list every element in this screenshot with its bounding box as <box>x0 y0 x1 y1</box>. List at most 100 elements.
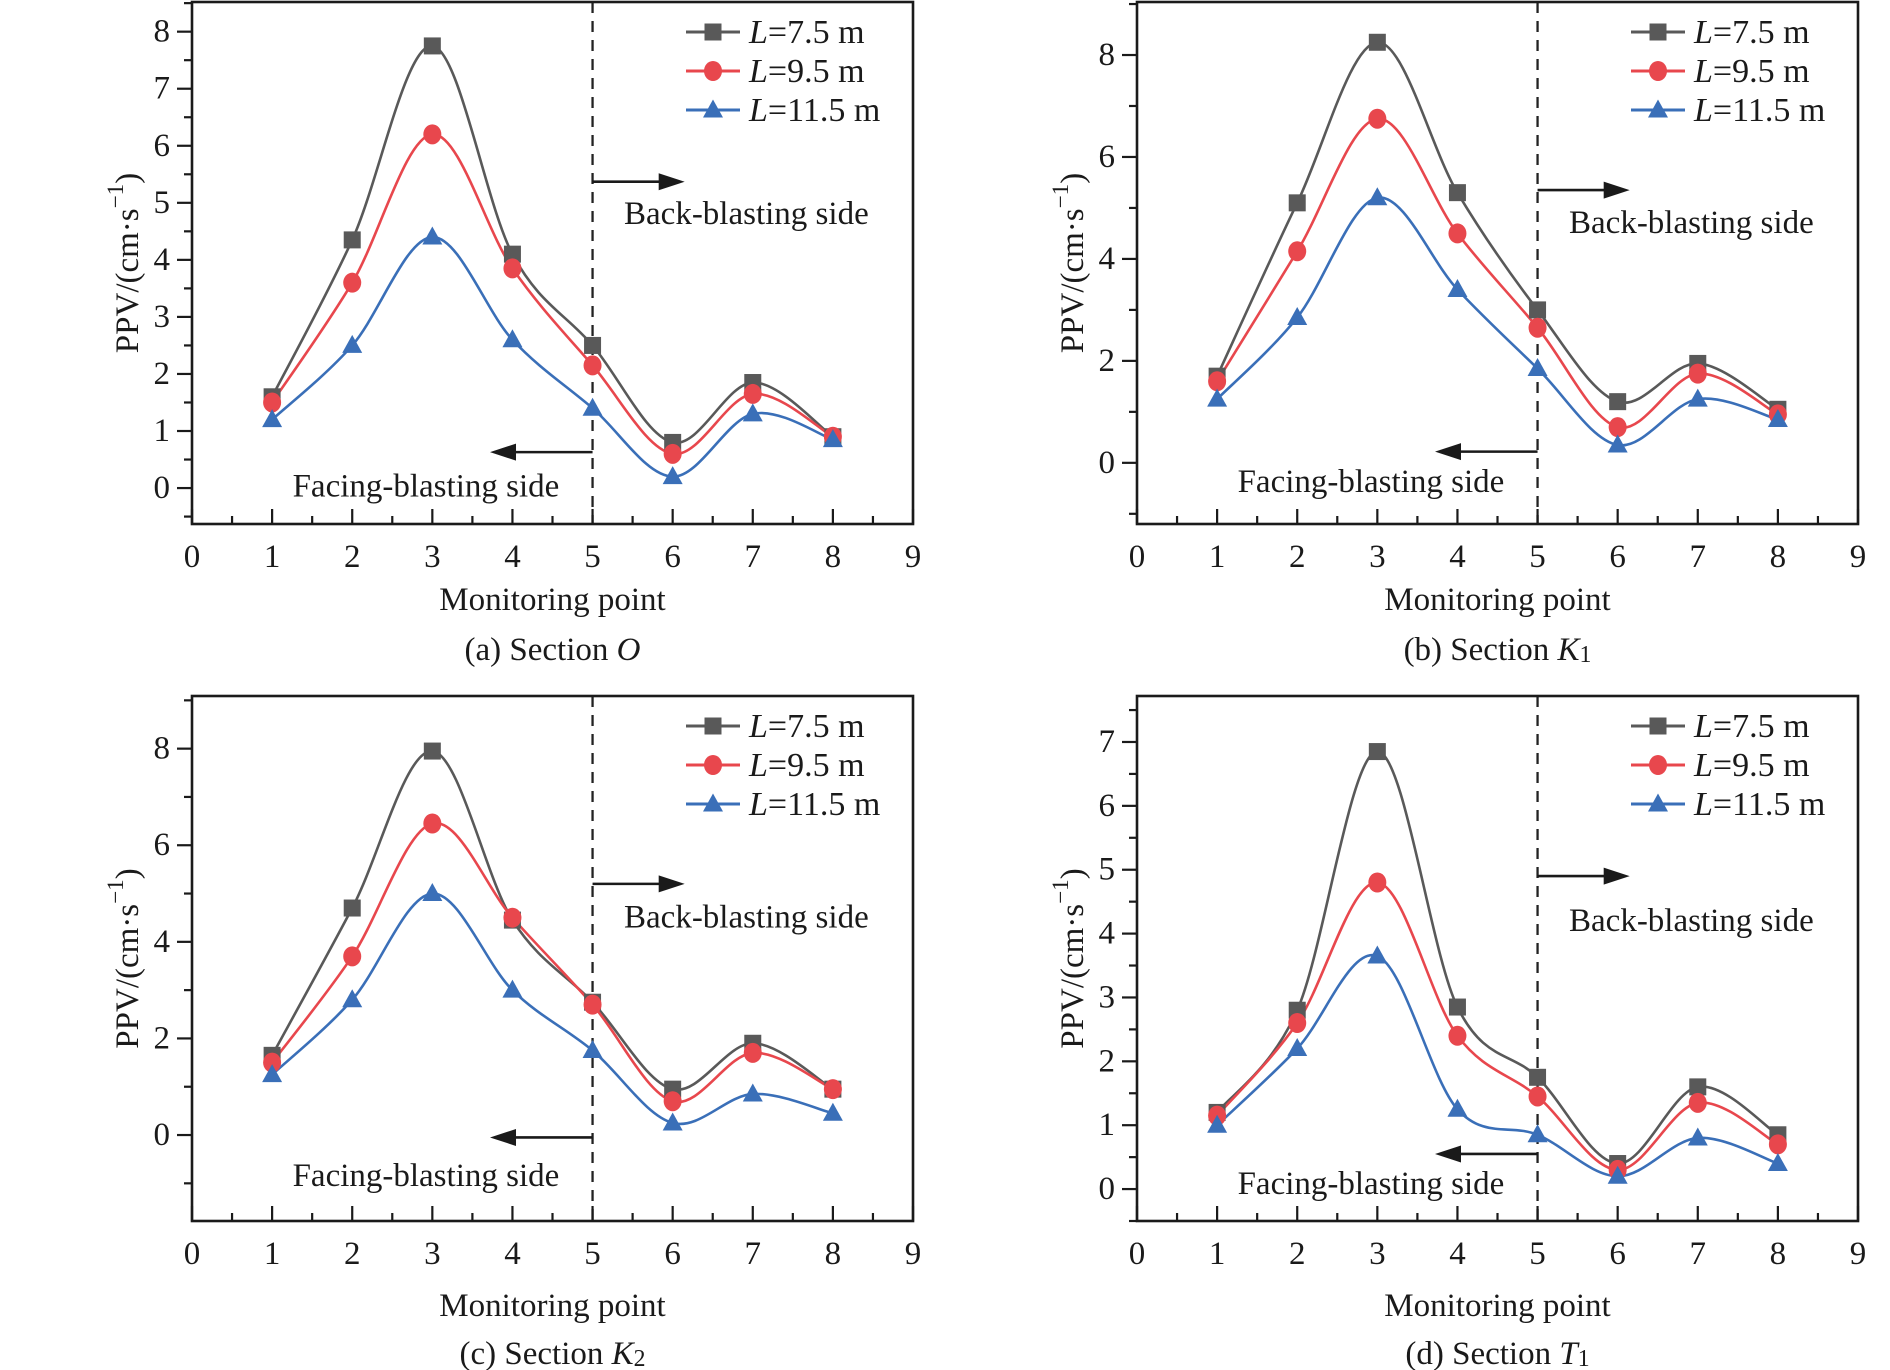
point-triangle-x1 <box>262 409 283 428</box>
y-tick-label: 6 <box>1099 788 1116 824</box>
x-tick-label: 4 <box>1449 1236 1466 1272</box>
point-triangle-x5 <box>582 397 603 416</box>
point-circle-x4 <box>1448 1025 1467 1046</box>
point-triangle-x6 <box>662 466 683 485</box>
point-triangle-x7 <box>742 403 763 422</box>
legend-marker-triangle <box>703 793 723 812</box>
x-tick-label: 1 <box>264 539 281 575</box>
point-triangle-x1 <box>1207 1114 1228 1133</box>
point-square-x5 <box>584 336 602 354</box>
point-circle-x3 <box>423 124 442 145</box>
legend-label: L=9.5 m <box>1693 747 1810 784</box>
point-triangle-x1 <box>1207 388 1228 407</box>
point-triangle-x3 <box>422 226 443 245</box>
panel-section-k2: Back-blasting side Facing-blasting side 0 1… <box>0 680 945 1370</box>
y-axis: 0 2 4 6 8 <box>154 699 192 1185</box>
y-axis-title: PPV/(cm·s−1) <box>1047 868 1091 1048</box>
panel-caption: (b) Section K1 <box>1404 632 1592 668</box>
point-triangle-x5 <box>1527 358 1548 377</box>
point-square-x3 <box>1368 33 1386 51</box>
x-tick-label: 8 <box>1770 1236 1787 1272</box>
y-tick-label: 2 <box>154 1020 171 1056</box>
line-triangle <box>1216 196 1779 447</box>
x-tick-label: 3 <box>1369 1236 1386 1272</box>
legend-label: L=11.5 m <box>748 92 880 129</box>
point-circle-x7 <box>743 383 762 404</box>
point-triangle-x5 <box>1527 1124 1548 1143</box>
point-circle-x1 <box>263 392 282 413</box>
point-triangle-x4 <box>502 979 523 998</box>
point-circle-x7 <box>1688 363 1707 384</box>
x-tick-label: 9 <box>905 539 922 575</box>
y-axis: 0 1 2 3 4 5 6 7 <box>1099 708 1137 1223</box>
point-triangle-x3 <box>1367 187 1388 206</box>
y-tick-label: 3 <box>154 299 171 335</box>
x-axis: 0 1 2 3 4 5 6 7 8 9 <box>184 509 922 575</box>
x-tick-label: 0 <box>1129 1236 1146 1272</box>
point-circle-x2 <box>1288 1013 1307 1034</box>
y-tick-label: 0 <box>154 470 171 506</box>
point-circle-x6 <box>1608 417 1627 438</box>
x-tick-label: 7 <box>745 539 762 575</box>
x-tick-label: 9 <box>905 1236 922 1272</box>
y-tick-label: 3 <box>1099 979 1116 1015</box>
x-tick-label: 7 <box>1690 1236 1707 1272</box>
x-tick-label: 1 <box>1209 1236 1226 1272</box>
legend-marker-triangle <box>703 99 723 118</box>
legend-marker-circle <box>1649 61 1667 81</box>
panel-caption: (c) Section K2 <box>460 1336 646 1370</box>
point-triangle-x4 <box>502 329 523 348</box>
point-triangle-x7 <box>1687 1127 1708 1146</box>
point-square-x5 <box>1529 1068 1547 1086</box>
back-side-arrow-head <box>1603 867 1630 885</box>
point-circle-x4 <box>503 258 522 279</box>
x-tick-label: 3 <box>424 1236 441 1272</box>
point-circle-x5 <box>1528 1086 1547 1107</box>
point-circle-x2 <box>343 946 362 967</box>
legend-label: L=9.5 m <box>748 747 865 784</box>
line-triangle <box>1216 953 1779 1178</box>
x-tick-label: 4 <box>504 539 521 575</box>
legend: L=7.5 mL=9.5 mL=11.5 m <box>1631 708 1825 823</box>
legend-marker-triangle <box>1648 793 1668 812</box>
point-triangle-x6 <box>1607 1165 1628 1184</box>
x-tick-label: 2 <box>1289 539 1306 575</box>
line-circle <box>271 822 834 1104</box>
y-tick-label: 7 <box>1099 724 1116 760</box>
y-axis: 0 2 4 6 8 <box>1099 2 1137 515</box>
x-tick-label: 5 <box>584 539 601 575</box>
point-triangle-x7 <box>742 1083 763 1102</box>
x-tick-label: 3 <box>424 539 441 575</box>
x-tick-label: 9 <box>1850 1236 1867 1272</box>
legend-label: L=11.5 m <box>1693 786 1825 823</box>
legend: L=7.5 mL=9.5 mL=11.5 m <box>686 708 880 823</box>
point-triangle-x3 <box>1367 945 1388 964</box>
chart-c: Back-blasting side Facing-blasting side 0 1… <box>102 694 922 1370</box>
y-tick-label: 0 <box>154 1117 171 1153</box>
x-tick-label: 6 <box>664 1236 681 1272</box>
panel-caption: (a) Section O <box>465 632 641 668</box>
legend-label: L=7.5 m <box>1693 708 1810 745</box>
point-square-x3 <box>423 742 441 760</box>
y-tick-label: 6 <box>1099 139 1116 175</box>
legend-marker-square <box>704 717 722 735</box>
y-axis-title: PPV/(cm·s−1) <box>102 868 146 1048</box>
x-tick-label: 7 <box>1690 539 1707 575</box>
x-tick-label: 1 <box>264 1236 281 1272</box>
point-circle-x3 <box>1368 872 1387 893</box>
x-axis: 0 1 2 3 4 5 6 7 8 9 <box>1129 1206 1867 1272</box>
y-tick-label: 0 <box>1099 1171 1116 1207</box>
point-triangle-x4 <box>1447 279 1468 298</box>
point-square-x3 <box>1368 743 1386 761</box>
y-axis-title: PPV/(cm·s−1) <box>102 173 146 353</box>
point-square-x2 <box>343 899 361 917</box>
x-axis-title: Monitoring point <box>1384 582 1610 618</box>
point-triangle-x2 <box>342 989 363 1008</box>
x-tick-label: 6 <box>1609 1236 1626 1272</box>
point-circle-x3 <box>423 813 442 834</box>
point-triangle-x2 <box>1287 1038 1308 1057</box>
point-circle-x7 <box>1688 1092 1707 1113</box>
line-triangle <box>271 892 834 1126</box>
point-square-x2 <box>1288 194 1306 212</box>
x-tick-label: 5 <box>1529 1236 1546 1272</box>
